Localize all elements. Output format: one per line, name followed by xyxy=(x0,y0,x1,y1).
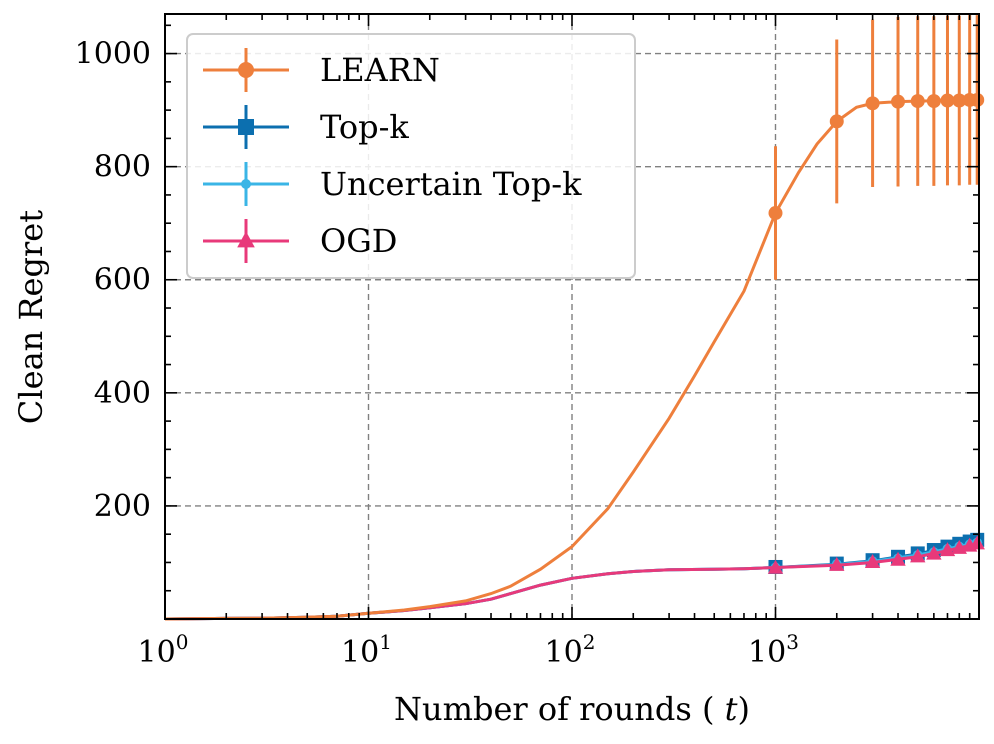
y-tick-label: 1000 xyxy=(75,37,151,72)
legend-marker xyxy=(237,231,255,248)
x-tick-label: 103 xyxy=(748,630,799,670)
data-point xyxy=(952,93,967,108)
series-ogd xyxy=(164,535,985,621)
data-point xyxy=(910,94,925,109)
series-learn xyxy=(164,15,985,621)
data-point xyxy=(926,545,942,560)
legend: LEARN Top-k Uncertain Top-k OGD xyxy=(186,33,636,279)
x-axis-label: Number of rounds ( t) xyxy=(394,690,750,728)
legend-label: Uncertain Top-k xyxy=(320,165,582,203)
x-tick-label: 100 xyxy=(138,630,189,670)
legend-item-ogd: OGD xyxy=(203,219,397,263)
data-point xyxy=(890,551,906,566)
x-tick-label: 102 xyxy=(545,630,596,670)
legend-label: LEARN xyxy=(320,51,440,89)
legend-marker xyxy=(241,179,251,189)
data-point xyxy=(940,93,955,108)
legend-label: OGD xyxy=(320,222,397,260)
legend-label: Top-k xyxy=(320,108,409,146)
plot-area xyxy=(164,15,985,621)
y-axis-label: Clean Regret xyxy=(12,210,50,424)
legend-marker xyxy=(238,119,254,135)
data-point xyxy=(910,548,926,563)
y-tick-label: 200 xyxy=(94,489,151,524)
y-tick-label: 800 xyxy=(94,150,151,185)
y-tick-label: 600 xyxy=(94,263,151,298)
data-point xyxy=(926,94,941,109)
y-tick-label: 400 xyxy=(94,376,151,411)
legend-marker xyxy=(238,62,254,78)
data-point xyxy=(768,206,783,221)
x-tick-label: 101 xyxy=(341,630,392,670)
data-point xyxy=(767,559,784,574)
data-point xyxy=(970,92,985,107)
series-line xyxy=(164,541,975,621)
data-point xyxy=(829,114,844,129)
series-line xyxy=(164,542,975,621)
data-point xyxy=(939,542,956,557)
legend-item-uncertain-top-k: Uncertain Top-k xyxy=(203,162,582,206)
x-tick-labels: 100 101 102 103 xyxy=(138,630,799,670)
data-point xyxy=(864,554,881,569)
data-point xyxy=(969,535,985,550)
plot-frame xyxy=(164,13,980,620)
legend-box xyxy=(186,33,636,279)
legend-item-learn: LEARN xyxy=(203,48,440,92)
y-tick-labels: 200 400 600 800 1000 xyxy=(75,37,151,524)
data-point xyxy=(865,96,880,111)
data-point xyxy=(829,556,845,571)
legend-item-top-k: Top-k xyxy=(203,105,409,149)
data-point xyxy=(891,94,906,109)
